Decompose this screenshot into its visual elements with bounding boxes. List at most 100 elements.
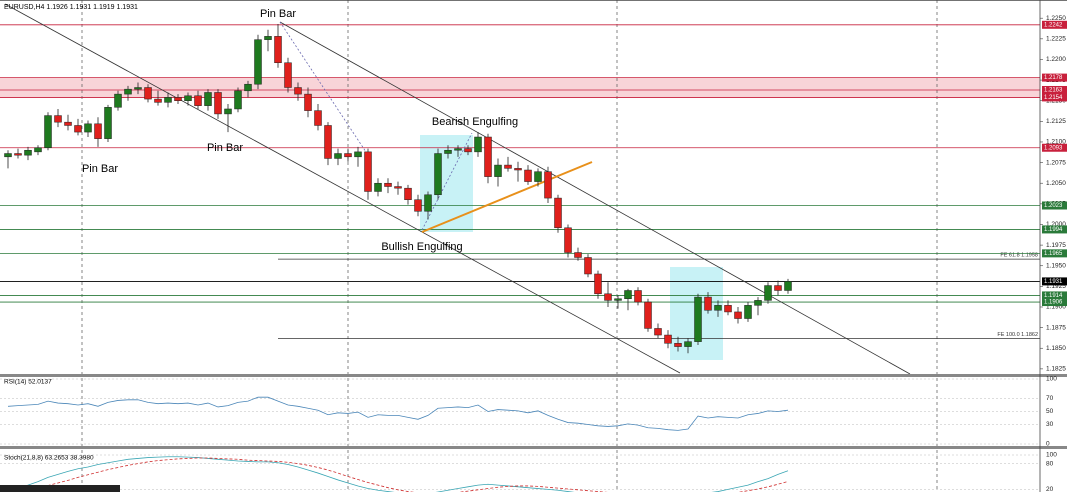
candle-body — [724, 305, 732, 313]
channel-line — [4, 3, 681, 374]
pattern-annotation: Bearish Engulfing — [432, 116, 518, 128]
fe-level-label: FE 100.0 1.1862 — [997, 332, 1038, 338]
candle-body — [344, 153, 352, 158]
candle-body — [294, 87, 302, 95]
candle-body — [384, 182, 392, 187]
level-label: 1.1994 — [1044, 227, 1063, 233]
pattern-annotation: Pin Bar — [260, 8, 296, 20]
candle-body — [774, 285, 782, 291]
indicator-title: Stoch(21,8,8) 63.2653 38.3980 — [4, 455, 94, 462]
candle-body — [664, 334, 672, 344]
candle-body — [104, 107, 112, 139]
candle-body — [714, 305, 722, 311]
indicator-line — [7, 456, 789, 492]
candle-body — [534, 171, 542, 182]
candle-body — [684, 341, 692, 347]
candle-body — [244, 83, 252, 92]
level-tag — [1042, 85, 1067, 94]
candle-body — [634, 290, 642, 303]
candle-body — [234, 90, 242, 110]
candle-body — [674, 343, 682, 347]
candle-body — [284, 62, 292, 88]
y-tick-label: 100 — [1046, 376, 1057, 383]
y-tick-label: 1.1900 — [1046, 304, 1066, 311]
y-tick-label: 50 — [1046, 408, 1054, 415]
y-tick-label: 80 — [1046, 460, 1054, 467]
candle-body — [24, 149, 32, 156]
candle-body — [394, 186, 402, 189]
candle-body — [354, 151, 362, 158]
candle-body — [654, 328, 662, 336]
symbol-header: EURUSD,H4 1.1926 1.1931 1.1919 1.1931 — [4, 4, 138, 11]
candle-body — [154, 98, 162, 103]
y-tick-label: 0 — [1046, 441, 1050, 448]
candle-body — [694, 296, 702, 342]
candle-body — [514, 168, 522, 171]
candle-body — [94, 123, 102, 139]
y-tick-label: 1.1975 — [1046, 242, 1066, 249]
level-label: 1.2242 — [1044, 22, 1063, 28]
candle-body — [754, 300, 762, 306]
candle-body — [4, 153, 12, 158]
y-tick-label: 1.1850 — [1046, 345, 1066, 352]
pattern-annotation: Bullish Engulfing — [381, 241, 462, 253]
y-tick-label: 1.1875 — [1046, 324, 1066, 331]
panel-separator — [0, 374, 1067, 377]
candle-body — [164, 97, 172, 103]
candle-body — [334, 153, 342, 159]
candle-body — [414, 199, 422, 212]
candle-body — [214, 92, 222, 115]
candle-body — [44, 115, 52, 148]
candle-body — [604, 293, 612, 301]
candle-body — [144, 87, 152, 100]
candle-body — [304, 93, 312, 111]
y-tick-label: 1.1825 — [1046, 366, 1066, 373]
watermark — [0, 485, 120, 492]
level-tag — [1042, 73, 1067, 82]
candle-body — [464, 148, 472, 153]
candle-body — [254, 39, 262, 85]
annotations: Pin Bar Pin Bar Pin Bar Bearish Engulfing Bu… — [82, 8, 518, 253]
candle-body — [114, 93, 122, 108]
pattern-annotation: Pin Bar — [207, 142, 243, 154]
candle-body — [224, 108, 232, 115]
candle-body — [184, 95, 192, 101]
y-tick-label: 1.1925 — [1046, 283, 1066, 290]
candle-body — [434, 153, 442, 196]
level-label: 1.2154 — [1044, 95, 1063, 101]
y-tick-label: 1.2000 — [1046, 221, 1066, 228]
channel-line — [279, 21, 911, 375]
level-tag — [1042, 249, 1067, 258]
indicator-panels: RSI(14) 52.0137 100 70 50 30 0 Stoch(21,8,8) 6… — [0, 376, 1057, 492]
candle-body — [264, 36, 272, 40]
panel-separator — [0, 446, 1067, 449]
candle-body — [424, 194, 432, 212]
level-tag — [1042, 201, 1067, 210]
candle-body — [574, 252, 582, 258]
candle-body — [444, 149, 452, 154]
level-tag — [1042, 93, 1067, 102]
candle-body — [314, 110, 322, 126]
y-tick-label: 20 — [1046, 486, 1054, 492]
candle-body — [494, 164, 502, 177]
y-tick-label: 1.1950 — [1046, 262, 1066, 269]
candle-body — [274, 36, 282, 64]
level-tag — [1042, 298, 1067, 307]
y-tick-label: 1.2250 — [1046, 15, 1066, 22]
indicator-line — [7, 457, 789, 492]
candle-body — [564, 227, 572, 253]
zigzag — [279, 21, 369, 156]
level-label: 1.1931 — [1044, 279, 1063, 285]
resistance-zone — [0, 78, 1040, 98]
candle-body — [624, 290, 632, 299]
y-tick-label: 1.2050 — [1046, 180, 1066, 187]
level-label: 1.2093 — [1044, 145, 1063, 151]
pattern-annotation: Pin Bar — [82, 163, 118, 175]
candle-body — [204, 92, 212, 106]
candle-body — [554, 197, 562, 229]
levels: FE 61.8 1.1958 FE 100.0 1.1862 — [0, 24, 1040, 339]
candle-body — [584, 257, 592, 275]
candle-body — [34, 147, 42, 153]
candle-body — [744, 305, 752, 319]
